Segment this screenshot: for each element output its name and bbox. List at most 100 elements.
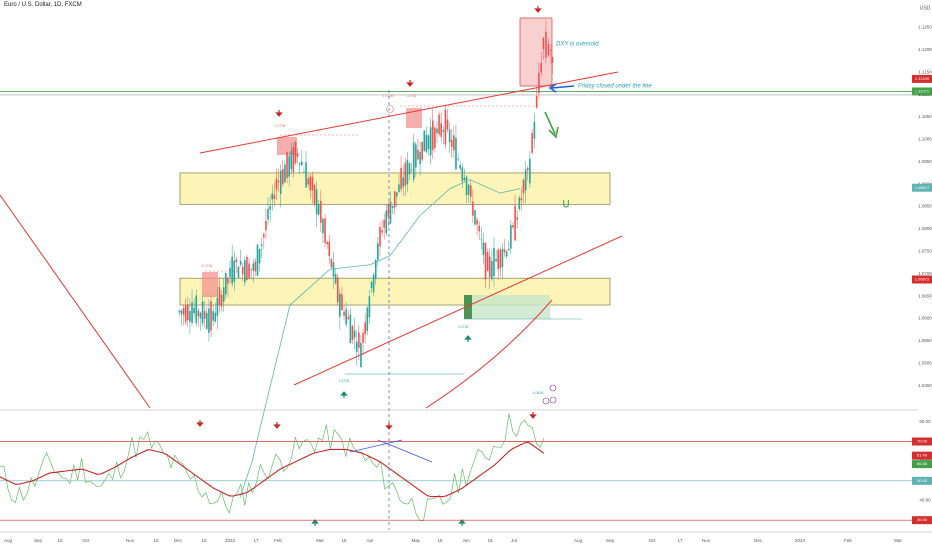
candle-body <box>482 242 485 255</box>
osc-tag <box>912 451 932 460</box>
magnet-icon: ᑌ <box>562 200 569 211</box>
candle-body <box>493 248 495 277</box>
candle-body <box>341 294 343 311</box>
time-tick-label: 17 <box>677 538 683 543</box>
candle-body <box>241 266 244 275</box>
candle-body <box>421 141 423 160</box>
candle-body <box>398 184 400 193</box>
time-tick-label: Nov <box>702 538 711 543</box>
low-label: 1.0735 <box>458 325 469 329</box>
candle-body <box>309 176 312 191</box>
time-tick-label: Feb <box>274 538 282 543</box>
candle-body <box>404 162 407 186</box>
candle-body <box>364 322 366 335</box>
up-arrow-icon <box>464 335 472 342</box>
candle-body <box>440 123 442 137</box>
osc-tag <box>912 516 932 525</box>
time-tick-label: May <box>412 538 421 543</box>
candle-body <box>410 169 413 171</box>
candle-body <box>237 266 240 278</box>
candle-body <box>503 249 506 253</box>
candle-body <box>199 312 202 319</box>
price-tag-label: 1.11071 <box>915 89 930 94</box>
price-tag-label: 1.08917 <box>915 185 930 190</box>
osc-tick-label: 80.00 <box>919 419 931 424</box>
candle-body <box>550 50 552 52</box>
candle-body <box>210 301 212 331</box>
price-tag-label: 1.06873 <box>915 277 930 282</box>
candle-body <box>533 121 536 139</box>
candle-body <box>244 260 246 283</box>
candle-body <box>303 171 305 173</box>
osc-tag-label: 50.00 <box>917 478 928 483</box>
candle-body <box>250 269 252 270</box>
candle-body <box>256 244 259 276</box>
event-marker-icon <box>549 396 557 404</box>
candle-body <box>184 305 187 322</box>
candle-body <box>336 277 339 303</box>
osc-tag-label: 61.49 <box>917 453 928 458</box>
candle-body <box>442 129 445 132</box>
candle-body <box>507 248 510 251</box>
time-tick-label: 16 <box>341 538 347 543</box>
time-tick-label: 16 <box>201 538 207 543</box>
candle-body <box>328 241 331 257</box>
candle-body <box>334 274 337 284</box>
candle-body <box>218 287 221 306</box>
candle-body <box>448 129 451 143</box>
candle-body <box>178 310 181 313</box>
candle-body <box>239 260 242 265</box>
green-down-arrow-icon <box>544 111 559 139</box>
long-ma-left <box>0 194 151 409</box>
candle-body <box>370 282 373 289</box>
osc-tag <box>912 476 932 485</box>
target-entry-block <box>464 295 472 319</box>
price-tag <box>912 183 932 192</box>
candle-body <box>429 127 432 156</box>
candle-body <box>269 205 271 210</box>
candle-body <box>233 260 236 282</box>
candle-body <box>343 311 345 316</box>
candle-body <box>292 147 295 172</box>
osc-tick-label: 40.00 <box>919 498 931 503</box>
candle-body <box>298 162 301 165</box>
candle-body <box>222 287 225 302</box>
candle-body <box>431 120 434 150</box>
candle-body <box>263 234 265 238</box>
candle-body <box>484 243 487 280</box>
axis-currency: USD <box>920 5 931 11</box>
peak-label: 1.0736 <box>406 94 417 98</box>
candle-body <box>505 251 508 257</box>
candle-body <box>254 261 257 272</box>
candle-body <box>488 256 491 278</box>
candle-body <box>459 165 461 169</box>
candle-body <box>417 149 419 160</box>
candle-body <box>246 257 248 281</box>
candle-body <box>330 258 333 268</box>
candle-body <box>201 301 204 324</box>
candle-body <box>267 208 269 220</box>
osc-fast-line <box>0 413 545 522</box>
time-tick-label: Dec <box>174 538 183 543</box>
candle-body <box>516 217 518 220</box>
candle-body <box>423 130 426 152</box>
dxy-box <box>519 17 553 87</box>
candle-body <box>351 325 354 340</box>
candle-body <box>524 169 527 191</box>
time-tick-label: Nov <box>126 538 135 543</box>
candle-body <box>258 248 261 264</box>
candle-body <box>419 151 421 165</box>
candle-body <box>415 144 417 168</box>
price-tick-label: 1.1250 <box>918 25 932 30</box>
candle-body <box>193 307 195 314</box>
candle-body <box>277 180 280 183</box>
candle-body <box>231 256 233 284</box>
candle-body <box>393 191 396 208</box>
down-arrow-icon <box>196 420 204 427</box>
event-marker-icon <box>549 384 557 392</box>
candle-body <box>522 179 525 194</box>
candle-body <box>345 309 347 325</box>
time-tick-label: Dec <box>754 538 763 543</box>
